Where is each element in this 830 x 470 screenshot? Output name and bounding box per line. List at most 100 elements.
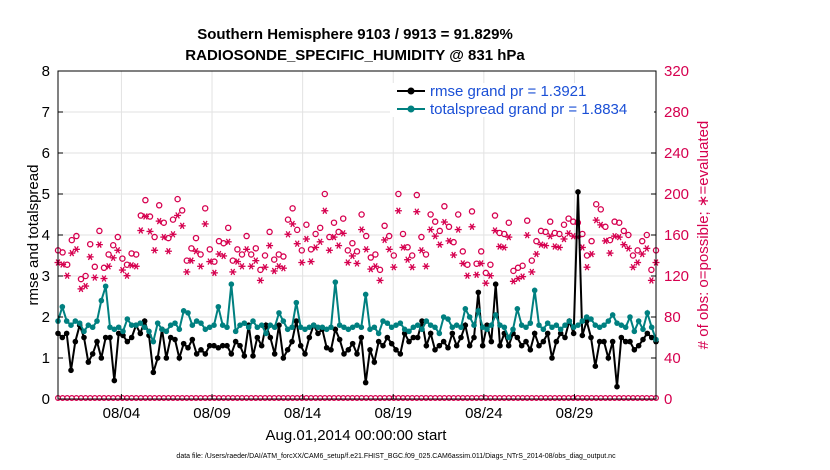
obs-evaluated-marker — [629, 263, 637, 271]
obs-evaluated-marker — [151, 246, 159, 254]
asterisk-stroke — [230, 268, 236, 276]
obs-evaluated-marker — [555, 244, 563, 251]
asterisk-stroke — [138, 227, 144, 234]
series-rmse — [55, 189, 659, 390]
obs-possible-marker — [86, 240, 94, 248]
obs-evaluated-marker — [169, 230, 177, 238]
x-tick-label: 08/04 — [103, 405, 141, 422]
obs-possible-marker — [427, 211, 434, 218]
obs-evaluated-marker — [289, 220, 297, 228]
spread-point — [588, 316, 594, 322]
rmse-point — [475, 289, 482, 296]
rmse-point — [202, 351, 209, 357]
y-tick-label: 5 — [42, 186, 50, 203]
spread-point — [336, 322, 343, 329]
obs-possible-marker — [634, 247, 641, 254]
asterisk-stroke — [262, 263, 268, 271]
rmse-point — [150, 369, 157, 376]
spread-point — [133, 322, 139, 329]
rmse-point — [254, 334, 261, 341]
y-tick-label: 0 — [42, 391, 50, 408]
asterisk-stroke — [405, 256, 410, 264]
rmse-point — [276, 322, 282, 329]
right-y-tick-label: 80 — [664, 309, 681, 326]
spread-point — [475, 308, 482, 314]
spread-point — [518, 322, 525, 329]
asterisk-stroke — [359, 226, 364, 233]
obs-possible-marker — [169, 216, 177, 223]
obs-possible-marker — [542, 228, 549, 236]
rmse-point — [263, 322, 269, 329]
obs-layer — [54, 190, 660, 402]
spread-point — [185, 310, 191, 316]
right-y-tick-label: 0 — [664, 391, 672, 408]
obs-evaluated-marker — [408, 263, 416, 271]
spread-point — [497, 322, 503, 329]
right-y-axis-label: # of obs: o=possible; ∗=evaluated — [695, 121, 712, 350]
obs-evaluated-marker — [339, 230, 347, 237]
rmse-point — [414, 334, 421, 341]
obs-possible-marker — [385, 232, 393, 240]
rmse-point — [224, 342, 230, 349]
asterisk-stroke — [290, 220, 295, 228]
spread-point — [228, 281, 235, 288]
spread-point — [549, 324, 555, 331]
spread-point — [85, 322, 92, 329]
spread-point — [315, 324, 321, 331]
asterisk-stroke — [391, 263, 397, 271]
obs-possible-marker — [211, 258, 218, 265]
asterisk-stroke — [621, 241, 627, 248]
legend-box — [390, 83, 654, 117]
asterisk-stroke — [345, 259, 351, 266]
rmse-point — [423, 342, 430, 349]
rmse-point — [497, 342, 503, 349]
asterisk-stroke — [193, 247, 199, 255]
asterisk-stroke — [612, 232, 617, 240]
obs-possible-marker — [620, 227, 628, 235]
rmse-point — [492, 281, 499, 288]
spread-point — [367, 326, 373, 333]
asterisk-stroke — [483, 279, 489, 287]
spread-point — [471, 322, 477, 329]
rmse-point — [293, 318, 300, 324]
rmse-point — [85, 359, 92, 365]
asterisk-stroke — [64, 272, 70, 280]
spread-point — [406, 328, 412, 335]
asterisk-stroke — [285, 230, 291, 238]
obs-evaluated-marker — [390, 263, 398, 271]
asterisk-stroke — [115, 246, 121, 254]
asterisk-stroke — [92, 274, 98, 281]
obs-evaluated-marker — [298, 259, 306, 266]
rmse-point — [232, 338, 239, 345]
spread-point — [59, 303, 66, 310]
rmse-point — [527, 347, 534, 353]
spread-point — [397, 320, 404, 326]
spread-point — [328, 324, 334, 331]
asterisk-stroke — [124, 272, 130, 280]
obs-possible-marker — [289, 205, 296, 212]
obs-evaluated-marker — [316, 238, 324, 246]
asterisk-stroke — [239, 262, 245, 270]
spread-point — [501, 324, 508, 331]
obs-possible-marker — [648, 266, 655, 274]
asterisk-stroke — [451, 251, 456, 259]
rmse-point — [258, 342, 265, 349]
spread-point — [553, 322, 560, 329]
spread-point — [523, 324, 529, 331]
asterisk-stroke — [101, 275, 107, 282]
obs-evaluated-marker — [371, 262, 379, 270]
rmse-point — [436, 342, 443, 349]
spread-point — [89, 324, 96, 331]
rmse-point — [176, 355, 183, 361]
rmse-point — [59, 334, 66, 341]
spread-point — [579, 318, 586, 324]
asterisk-stroke — [189, 257, 194, 264]
asterisk-stroke — [69, 249, 75, 257]
obs-possible-marker — [257, 266, 264, 274]
obs-possible-marker — [188, 245, 195, 252]
spread-point — [445, 316, 451, 322]
rmse-line — [57, 191, 657, 387]
asterisk-stroke — [460, 260, 466, 267]
y-tick-label: 4 — [42, 227, 50, 244]
obs-evaluated-marker — [454, 226, 462, 233]
